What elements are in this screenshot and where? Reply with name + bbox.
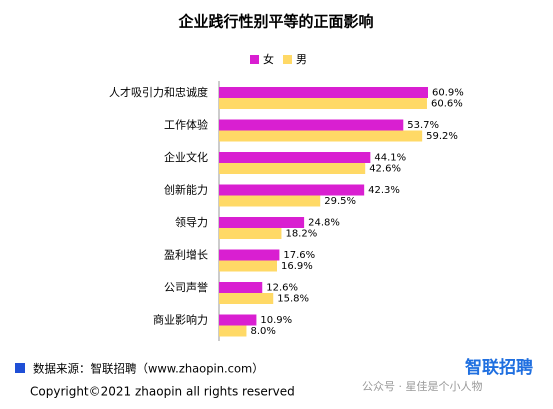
y-tick-label: 工作体验: [164, 118, 208, 132]
value-label: 17.6%: [283, 250, 315, 261]
value-label: 60.9%: [432, 88, 464, 99]
bar: [219, 163, 366, 174]
value-label: 15.8%: [277, 294, 309, 305]
value-label: 29.5%: [324, 196, 356, 207]
bar: [219, 217, 305, 228]
value-label: 42.6%: [369, 164, 401, 175]
value-label: 8.0%: [250, 326, 275, 337]
legend-label: 男: [296, 53, 307, 66]
bar: [219, 87, 428, 98]
copyright: Copyright©2021 zhaopin all rights reserv…: [30, 385, 295, 399]
legend-swatch: [250, 55, 259, 64]
value-label: 18.2%: [285, 229, 317, 240]
value-label: 44.1%: [374, 153, 406, 164]
value-label: 53.7%: [407, 120, 439, 131]
value-label: 59.2%: [426, 131, 458, 142]
bar: [219, 228, 282, 239]
value-label: 24.8%: [308, 218, 340, 229]
bar: [219, 152, 371, 163]
value-label: 10.9%: [260, 315, 292, 326]
y-tick-label: 企业文化: [164, 150, 208, 164]
y-tick-label: 公司声誉: [164, 280, 208, 294]
value-label: 42.3%: [368, 185, 400, 196]
bar: [219, 314, 257, 326]
y-tick-label: 商业影响力: [153, 313, 208, 327]
bar: [219, 184, 365, 196]
watermark: 公众号 · 星佳是个小人物: [362, 379, 483, 393]
legend-label: 女: [263, 52, 274, 66]
bar: [219, 260, 277, 272]
bar: [219, 195, 321, 207]
source: 数据来源：智联招聘（www.zhaopin.com）: [33, 362, 264, 376]
value-label: 60.6%: [431, 99, 463, 110]
logo: 智联招聘: [465, 357, 533, 378]
bar: [219, 249, 280, 261]
bar: [219, 119, 404, 131]
bar: [219, 130, 423, 142]
bar: [219, 293, 274, 304]
legend-swatch: [283, 55, 292, 64]
bar: [219, 98, 427, 109]
bar: [219, 325, 247, 337]
value-label: 16.9%: [281, 261, 313, 272]
chart-title: 企业践行性别平等的正面影响: [177, 13, 373, 31]
source-icon: [15, 363, 25, 373]
y-tick-label: 人才吸引力和忠诚度: [109, 85, 208, 99]
bar: [219, 282, 263, 293]
y-tick-label: 创新能力: [164, 183, 208, 197]
value-label: 12.6%: [266, 283, 298, 294]
y-tick-label: 盈利增长: [164, 248, 208, 262]
y-tick-label: 领导力: [175, 216, 208, 229]
